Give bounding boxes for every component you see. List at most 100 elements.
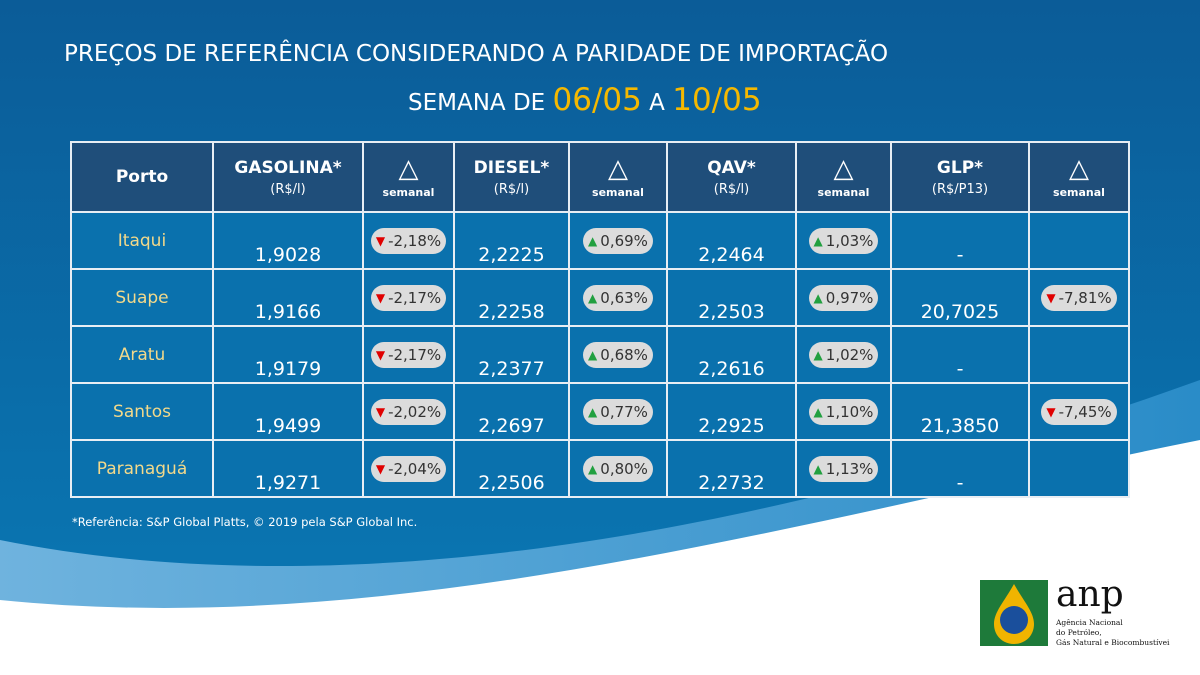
table-row: Aratu 1,9179 ▼ -2,17% 2,2377 ▲ 0,68% 2,2616 ▲ 1,0…	[70, 325, 1130, 384]
diesel-price: 2,2225	[453, 211, 570, 270]
qav-price: 2,2503	[666, 268, 797, 327]
down-arrow-icon: ▼	[1046, 404, 1056, 419]
change-badge: ▲ 0,80%	[583, 455, 653, 482]
gasolina-var-cell: ▼ -2,17%	[362, 325, 455, 384]
header-row: Porto GASOLINA* (R$/l) △ semanal DIESEL* (R…	[70, 141, 1130, 213]
change-badge: ▲ 1,02%	[808, 341, 879, 368]
header-delta: △ semanal	[795, 141, 892, 213]
price-table: Porto GASOLINA* (R$/l) △ semanal DIESEL* (R…	[70, 141, 1130, 498]
gasolina-price: 1,9271	[212, 439, 364, 498]
down-arrow-icon: ▼	[1046, 290, 1056, 305]
glp-price: -	[890, 325, 1030, 384]
gasolina-var-cell: ▼ -2,18%	[362, 211, 455, 270]
up-arrow-icon: ▲	[588, 347, 598, 362]
change-value: -2,02%	[388, 402, 442, 421]
glp-price: -	[890, 211, 1030, 270]
change-value: 0,63%	[600, 288, 648, 307]
porto-name: Santos	[70, 382, 214, 441]
change-badge: ▲ 1,03%	[808, 227, 879, 254]
down-arrow-icon: ▼	[375, 290, 386, 305]
change-value: 0,80%	[600, 459, 648, 478]
qav-var-cell: ▲ 1,02%	[795, 325, 892, 384]
qav-var-cell: ▲ 1,03%	[795, 211, 892, 270]
change-value: 1,13%	[825, 459, 874, 478]
change-badge: ▼ -2,17%	[370, 284, 447, 311]
porto-name: Suape	[70, 268, 214, 327]
svg-text:Gás Natural e Biocombustíveis: Gás Natural e Biocombustíveis	[1056, 638, 1170, 647]
change-badge: ▼ -7,81%	[1041, 284, 1117, 311]
glp-var-cell: ▼ -7,45%	[1028, 382, 1130, 441]
gasolina-price: 1,9179	[212, 325, 364, 384]
diesel-var-cell: ▲ 0,69%	[568, 211, 668, 270]
svg-text:Agência Nacional: Agência Nacional	[1055, 618, 1123, 627]
delta-icon: △	[833, 153, 854, 184]
porto-name: Paranaguá	[70, 439, 214, 498]
change-value: -2,04%	[388, 459, 442, 478]
week-subtitle: SEMANA DE 06/05 A 10/05	[408, 82, 762, 118]
gasolina-var-cell: ▼ -2,04%	[362, 439, 455, 498]
up-arrow-icon: ▲	[813, 347, 823, 362]
diesel-var-cell: ▲ 0,77%	[568, 382, 668, 441]
glp-price: 21,3850	[890, 382, 1030, 441]
footnote: *Referência: S&P Global Platts, © 2019 p…	[72, 515, 418, 529]
header-porto: Porto	[70, 141, 214, 213]
anp-logo: anp Agência Nacional do Petróleo, Gás Na…	[980, 574, 1173, 654]
change-badge: ▲ 0,63%	[583, 284, 653, 311]
glp-var-cell: ▼ -7,81%	[1028, 268, 1130, 327]
header-delta: △ semanal	[362, 141, 455, 213]
change-value: 1,02%	[825, 345, 874, 364]
change-value: 0,97%	[825, 288, 874, 307]
delta-icon: △	[398, 153, 419, 184]
up-arrow-icon: ▲	[588, 461, 598, 476]
glp-price: 20,7025	[890, 268, 1030, 327]
up-arrow-icon: ▲	[588, 290, 598, 305]
down-arrow-icon: ▼	[375, 404, 386, 419]
down-arrow-icon: ▼	[375, 347, 386, 362]
up-arrow-icon: ▲	[588, 233, 598, 248]
table-row: Itaqui 1,9028 ▼ -2,18% 2,2225 ▲ 0,69% 2,2464 ▲ 1,…	[70, 211, 1130, 270]
diesel-var-cell: ▲ 0,63%	[568, 268, 668, 327]
change-value: -2,17%	[388, 288, 442, 307]
diesel-var-cell: ▲ 0,80%	[568, 439, 668, 498]
qav-var-cell: ▲ 1,10%	[795, 382, 892, 441]
table-row: Suape 1,9166 ▼ -2,17% 2,2258 ▲ 0,63% 2,2503 ▲ 0,9…	[70, 268, 1130, 327]
up-arrow-icon: ▲	[813, 233, 823, 248]
header-delta: △ semanal	[568, 141, 668, 213]
change-badge: ▼ -7,45%	[1041, 398, 1117, 425]
change-badge: ▼ -2,18%	[370, 227, 447, 254]
glp-var-cell	[1028, 211, 1130, 270]
up-arrow-icon: ▲	[813, 404, 823, 419]
header-glp: GLP* (R$/P13)	[890, 141, 1030, 213]
header-gasolina: GASOLINA* (R$/l)	[212, 141, 364, 213]
qav-price: 2,2616	[666, 325, 797, 384]
change-badge: ▲ 1,13%	[808, 455, 879, 482]
qav-var-cell: ▲ 0,97%	[795, 268, 892, 327]
change-value: -2,18%	[388, 231, 442, 250]
change-value: 0,77%	[600, 402, 648, 421]
change-badge: ▲ 1,10%	[808, 398, 879, 425]
change-value: 1,03%	[825, 231, 874, 250]
qav-price: 2,2925	[666, 382, 797, 441]
gasolina-price: 1,9028	[212, 211, 364, 270]
change-badge: ▲ 0,69%	[583, 227, 653, 254]
header-delta: △ semanal	[1028, 141, 1130, 213]
gasolina-var-cell: ▼ -2,02%	[362, 382, 455, 441]
gasolina-price: 1,9166	[212, 268, 364, 327]
glp-price: -	[890, 439, 1030, 498]
gasolina-price: 1,9499	[212, 382, 364, 441]
change-value: 1,10%	[825, 402, 874, 421]
change-value: 0,68%	[600, 345, 648, 364]
qav-price: 2,2732	[666, 439, 797, 498]
glp-var-cell	[1028, 439, 1130, 498]
svg-text:do Petróleo,: do Petróleo,	[1056, 628, 1102, 637]
header-qav: QAV* (R$/l)	[666, 141, 797, 213]
diesel-price: 2,2506	[453, 439, 570, 498]
delta-icon: △	[608, 153, 628, 184]
page-title: PREÇOS DE REFERÊNCIA CONSIDERANDO A PARI…	[64, 41, 889, 67]
change-badge: ▲ 0,97%	[808, 284, 879, 311]
change-badge: ▼ -2,17%	[370, 341, 447, 368]
porto-name: Aratu	[70, 325, 214, 384]
up-arrow-icon: ▲	[813, 461, 823, 476]
change-value: -2,17%	[388, 345, 442, 364]
change-value: -7,81%	[1058, 288, 1112, 307]
